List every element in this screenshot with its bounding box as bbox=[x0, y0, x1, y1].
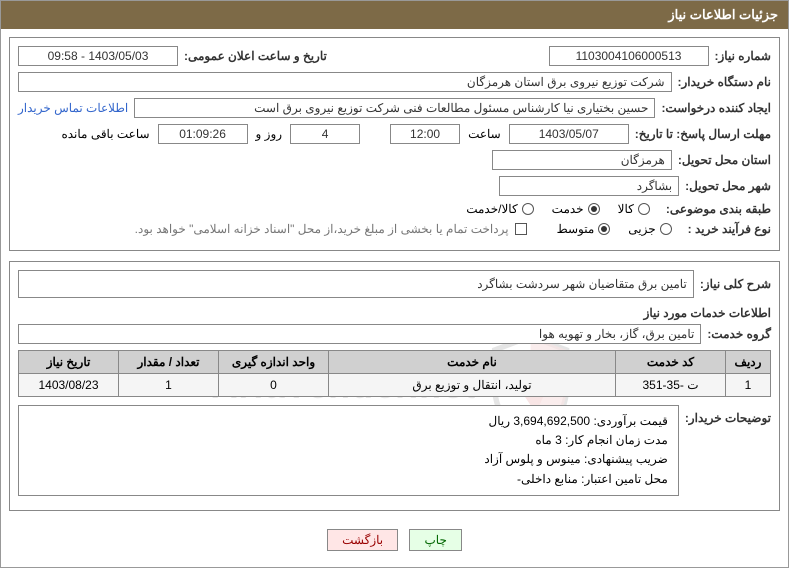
group-label: گروه خدمت: bbox=[707, 327, 771, 341]
deadline-date-field: 1403/05/07 bbox=[509, 124, 629, 144]
group-field: تامین برق، گاز، بخار و تهویه هوا bbox=[18, 324, 701, 344]
radio-service[interactable]: خدمت bbox=[552, 202, 600, 216]
need-no-field: 1103004106000513 bbox=[549, 46, 709, 66]
radio-minor-label: جزیی bbox=[628, 222, 655, 236]
radio-goods-label: کالا bbox=[618, 202, 634, 216]
table-header-row: ردیف کد خدمت نام خدمت واحد اندازه گیری ت… bbox=[19, 351, 771, 374]
treasury-checkbox[interactable] bbox=[515, 223, 527, 235]
print-button[interactable]: چاپ bbox=[409, 529, 461, 551]
buyer-org-field: شرکت توزیع نیروی برق استان هرمزگان bbox=[18, 72, 672, 92]
td-row: 1 bbox=[726, 374, 771, 397]
radio-circle-icon bbox=[638, 203, 650, 215]
td-unit: 0 bbox=[219, 374, 329, 397]
note-line: قیمت برآوردی: 3,694,692,500 ریال bbox=[29, 412, 668, 431]
note-line: محل تامین اعتبار: منابع داخلی- bbox=[29, 470, 668, 489]
note-line: مدت زمان انجام کار: 3 ماه bbox=[29, 431, 668, 450]
th-qty: تعداد / مقدار bbox=[119, 351, 219, 374]
radio-circle-icon bbox=[588, 203, 600, 215]
deliver-city-field: بشاگرد bbox=[499, 176, 679, 196]
note-line: ضریب پیشنهادی: مینوس و پلوس آزاد bbox=[29, 450, 668, 469]
need-desc-label: شرح کلی نیاز: bbox=[700, 277, 771, 291]
deliver-city-label: شهر محل تحویل: bbox=[685, 179, 771, 193]
services-header: اطلاعات خدمات مورد نیاز bbox=[18, 306, 771, 320]
proc-type-label: نوع فرآیند خرید : bbox=[688, 222, 771, 236]
remain-field: 01:09:26 bbox=[158, 124, 248, 144]
radio-minor[interactable]: جزیی bbox=[628, 222, 671, 236]
category-radio-group: کالا خدمت کالا/خدمت bbox=[466, 202, 650, 216]
buyer-contact-link[interactable]: اطلاعات تماس خریدار bbox=[18, 101, 128, 115]
category-label: طبقه بندی موضوعی: bbox=[666, 202, 771, 216]
deadline-time-field: 12:00 bbox=[390, 124, 460, 144]
need-desc-field: تامین برق متقاضیان شهر سردشت بشاگرد bbox=[18, 270, 694, 298]
need-no-label: شماره نیاز: bbox=[715, 49, 771, 63]
content-area: شماره نیاز: 1103004106000513 تاریخ و ساع… bbox=[1, 29, 788, 567]
days-field: 4 bbox=[290, 124, 360, 144]
requester-field: حسین بختیاری نیا کارشناس مسئول مطالعات ف… bbox=[134, 98, 655, 118]
th-row: ردیف bbox=[726, 351, 771, 374]
radio-goods[interactable]: کالا bbox=[618, 202, 650, 216]
deadline-label: مهلت ارسال پاسخ: تا تاریخ: bbox=[635, 127, 771, 141]
deliver-prov-label: استان محل تحویل: bbox=[678, 153, 771, 167]
announce-field: 1403/05/03 - 09:58 bbox=[18, 46, 178, 66]
back-button[interactable]: بازگشت bbox=[327, 529, 398, 551]
general-info-panel: شماره نیاز: 1103004106000513 تاریخ و ساع… bbox=[9, 37, 780, 251]
days-label: روز و bbox=[256, 127, 283, 141]
services-table: ردیف کد خدمت نام خدمت واحد اندازه گیری ت… bbox=[18, 350, 771, 397]
announce-label: تاریخ و ساعت اعلان عمومی: bbox=[184, 49, 327, 63]
button-bar: چاپ بازگشت bbox=[9, 521, 780, 559]
time-label: ساعت bbox=[468, 127, 501, 141]
radio-circle-icon bbox=[522, 203, 534, 215]
buyer-org-label: نام دستگاه خریدار: bbox=[678, 75, 772, 89]
radio-service-label: خدمت bbox=[552, 202, 584, 216]
td-name: تولید، انتقال و توزیع برق bbox=[329, 374, 616, 397]
radio-circle-icon bbox=[660, 223, 672, 235]
radio-mid-label: متوسط bbox=[557, 222, 595, 236]
remain-label: ساعت باقی مانده bbox=[61, 127, 149, 141]
need-details-panel: AriaTender.net شرح کلی نیاز: تامین برق م… bbox=[9, 261, 780, 511]
deliver-prov-field: هرمزگان bbox=[492, 150, 672, 170]
pay-note: پرداخت تمام یا بخشی از مبلغ خرید،از محل … bbox=[135, 222, 509, 236]
requester-label: ایجاد کننده درخواست: bbox=[661, 101, 771, 115]
th-date: تاریخ نیاز bbox=[19, 351, 119, 374]
page-container: جزئیات اطلاعات نیاز شماره نیاز: 11030041… bbox=[0, 0, 789, 568]
td-code: ت -35-351 bbox=[616, 374, 726, 397]
table-row: 1 ت -35-351 تولید، انتقال و توزیع برق 0 … bbox=[19, 374, 771, 397]
buyer-notes-box: قیمت برآوردی: 3,694,692,500 ریال مدت زما… bbox=[18, 405, 679, 496]
th-code: کد خدمت bbox=[616, 351, 726, 374]
buyer-notes-label: توضیحات خریدار: bbox=[685, 405, 771, 425]
th-unit: واحد اندازه گیری bbox=[219, 351, 329, 374]
radio-circle-icon bbox=[598, 223, 610, 235]
radio-both[interactable]: کالا/خدمت bbox=[466, 202, 533, 216]
title-bar: جزئیات اطلاعات نیاز bbox=[1, 1, 788, 29]
radio-both-label: کالا/خدمت bbox=[466, 202, 517, 216]
proc-type-radio-group: جزیی متوسط bbox=[557, 222, 672, 236]
th-name: نام خدمت bbox=[329, 351, 616, 374]
radio-mid[interactable]: متوسط bbox=[557, 222, 611, 236]
td-qty: 1 bbox=[119, 374, 219, 397]
td-date: 1403/08/23 bbox=[19, 374, 119, 397]
